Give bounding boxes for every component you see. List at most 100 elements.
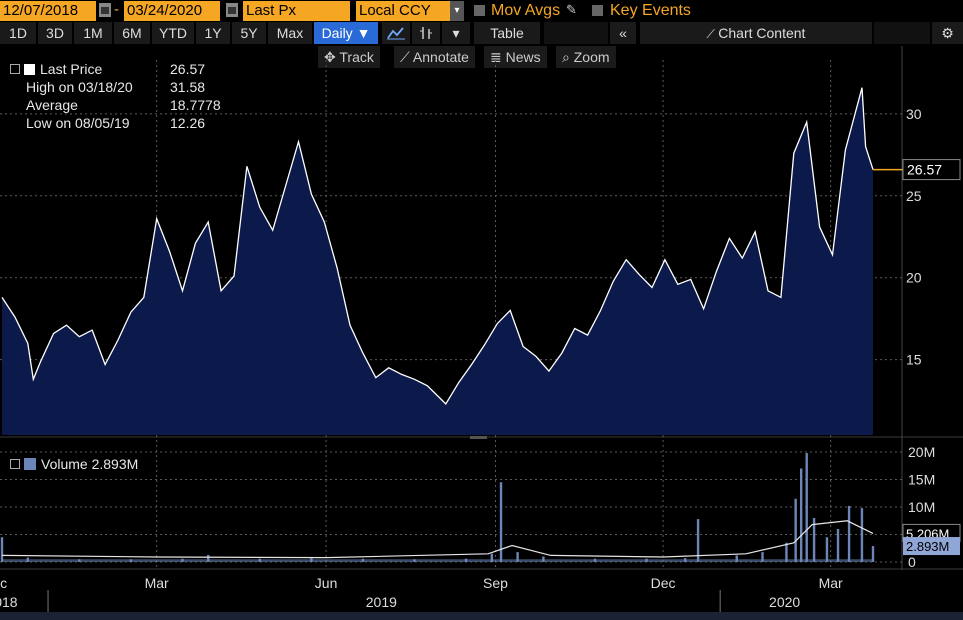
- date-range-dash: -: [114, 1, 119, 18]
- period-max-button[interactable]: Max: [268, 22, 312, 44]
- legend-last-price: Last Price 26.57: [10, 60, 205, 78]
- price-field-select[interactable]: Last Px: [243, 1, 350, 21]
- volume-legend-label: Volume 2.893M: [41, 456, 139, 472]
- news-icon: ≣: [490, 49, 506, 65]
- currency-select[interactable]: Local CCY: [356, 1, 450, 21]
- average-label: Average: [26, 97, 78, 113]
- volume-bar: [0, 537, 4, 562]
- zoom-tool[interactable]: ⌕ Zoom: [556, 46, 616, 68]
- x-month-label: Jun: [315, 575, 338, 591]
- legend-average: Average 18.7778: [26, 96, 221, 114]
- volume-baseline-bars: [2, 559, 873, 562]
- legend-low: Low on 08/05/19 12.26: [26, 114, 205, 132]
- volume-bar: [761, 552, 764, 562]
- high-label: High on 03/18/20: [26, 79, 133, 95]
- chart-content-button[interactable]: ⟋ Chart Content: [640, 22, 872, 44]
- currency-dropdown-icon[interactable]: ▾: [450, 1, 464, 21]
- volume-tick-label: 20M: [908, 444, 935, 460]
- collapse-box-icon[interactable]: [10, 459, 20, 469]
- key-events-label[interactable]: Key Events: [610, 2, 691, 19]
- mov-avgs-label[interactable]: Mov Avgs: [491, 2, 561, 19]
- collapse-box-icon[interactable]: [10, 64, 20, 74]
- pencil-icon[interactable]: ✎: [566, 2, 577, 17]
- volume-bar: [464, 558, 468, 562]
- crosshair-icon: ✥: [324, 49, 340, 65]
- period-1m-button[interactable]: 1M: [74, 22, 112, 44]
- x-year-label: 2019: [366, 594, 397, 610]
- period-1d-button[interactable]: 1D: [0, 22, 36, 44]
- period-6m-button[interactable]: 6M: [114, 22, 150, 44]
- start-date-field[interactable]: 12/07/2018: [0, 1, 96, 21]
- last-price-value: 26.57: [170, 61, 206, 77]
- track-label: Track: [339, 49, 374, 65]
- bar-chart-icon[interactable]: [412, 22, 440, 44]
- chart-content-label: Chart Content: [718, 25, 806, 41]
- period-ytd-button[interactable]: YTD: [152, 22, 194, 44]
- end-date-field[interactable]: 03/24/2020: [124, 1, 220, 21]
- volume-last-badge: [903, 537, 960, 556]
- volume-bar: [735, 555, 738, 562]
- volume-bar: [645, 558, 648, 562]
- volume-bar: [181, 558, 184, 562]
- line-chart-icon[interactable]: [382, 22, 410, 44]
- calendar-icon[interactable]: [99, 3, 111, 17]
- volume-bar: [785, 542, 788, 562]
- x-month-label: Sep: [483, 575, 508, 591]
- period-1y-button[interactable]: 1Y: [196, 22, 230, 44]
- chart-tools: ✥ Track ⟋ Annotate ≣ News ⌕ Zoom: [0, 46, 963, 68]
- price-tick-label: 30: [906, 106, 922, 122]
- series-swatch-icon: [24, 64, 35, 75]
- volume-bar: [836, 529, 840, 562]
- chart-type-dropdown-icon[interactable]: ▾: [442, 22, 470, 44]
- zoom-label: Zoom: [573, 49, 610, 65]
- x-month-label: Mar: [145, 575, 169, 591]
- magnifier-icon: ⌕: [562, 49, 574, 65]
- frequency-select[interactable]: Daily ▼: [314, 22, 378, 44]
- price-tick-label: 20: [906, 270, 922, 286]
- x-year-label: 2020: [769, 594, 800, 610]
- price-area: [2, 87, 873, 435]
- table-button[interactable]: Table: [474, 22, 540, 44]
- toolbar-spacer: [874, 22, 930, 44]
- volume-bar: [542, 556, 545, 562]
- volume-bar: [310, 558, 313, 562]
- volume-bar: [593, 558, 597, 562]
- last-price-badge-label: 26.57: [907, 162, 942, 178]
- price-tick-label: 15: [906, 352, 922, 368]
- volume-last-badge-label: 2.893M: [906, 539, 949, 554]
- volume-bar: [129, 559, 133, 562]
- collapse-icon[interactable]: «: [610, 22, 636, 44]
- timeline-scrollbar: [0, 612, 963, 620]
- track-tool[interactable]: ✥ Track: [318, 46, 380, 68]
- volume-bar: [799, 468, 803, 562]
- volume-bar: [499, 482, 503, 562]
- volume-bar: [78, 559, 81, 562]
- volume-bar: [812, 518, 816, 562]
- price-line: [1, 87, 874, 405]
- period-3d-button[interactable]: 3D: [38, 22, 72, 44]
- news-tool[interactable]: ≣ News: [484, 46, 547, 68]
- annotate-label: Annotate: [412, 49, 469, 65]
- volume-tick-label: 10M: [908, 499, 935, 515]
- mov-avgs-checkbox[interactable]: [474, 5, 485, 16]
- annotate-tool[interactable]: ⟋ Annotate: [394, 46, 475, 68]
- gear-icon[interactable]: ⚙: [932, 22, 963, 44]
- period-toolbar: 1D 3D 1M 6M YTD 1Y 5Y Max Daily ▼ ▾ Tabl…: [0, 22, 963, 44]
- low-value: 12.26: [170, 115, 206, 131]
- volume-bar: [696, 519, 700, 562]
- key-events-checkbox[interactable]: [592, 5, 603, 16]
- chart-content-icon: ⟋: [706, 27, 719, 41]
- volume-tick-label: 15M: [908, 472, 935, 488]
- calendar-icon[interactable]: [226, 3, 238, 17]
- x-month-label: Dec: [651, 575, 676, 591]
- period-5y-button[interactable]: 5Y: [232, 22, 266, 44]
- volume-bar: [361, 558, 365, 562]
- top-toolbar: 12/07/2018 - 03/24/2020 Last Px Local CC…: [0, 0, 963, 22]
- volume-bar: [794, 498, 797, 562]
- volume-bar: [871, 546, 875, 562]
- panel-resize-handle: [470, 436, 487, 439]
- x-year-label: 2018: [0, 594, 18, 610]
- volume-bar: [490, 553, 494, 562]
- volume-bar: [847, 505, 851, 562]
